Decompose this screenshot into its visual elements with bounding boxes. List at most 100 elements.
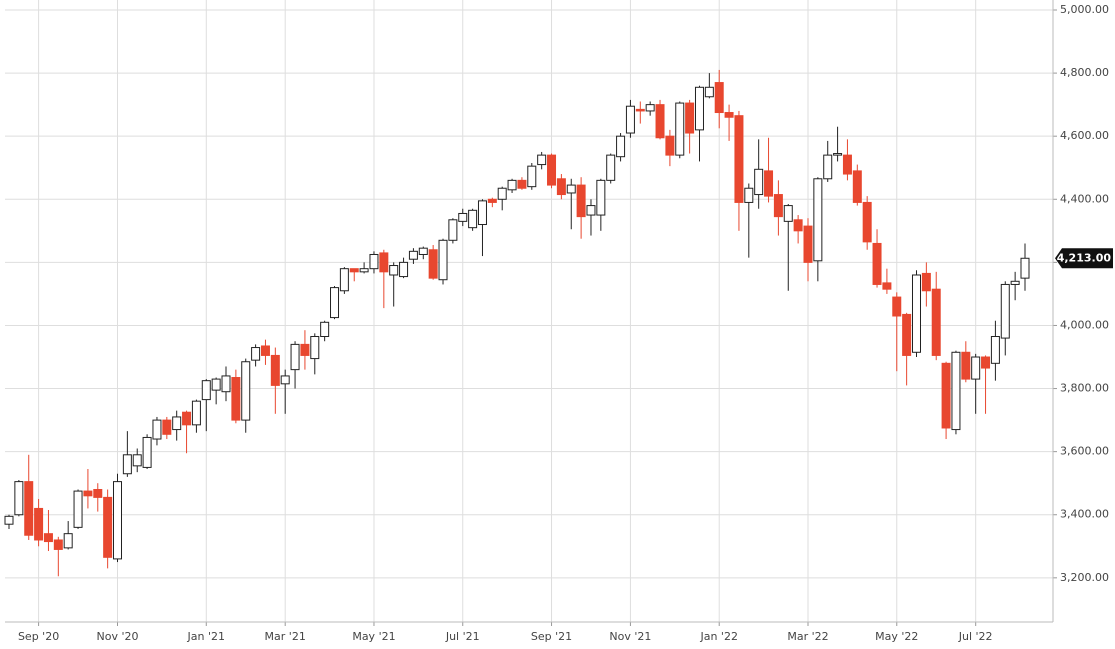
candle-body bbox=[448, 219, 458, 241]
candle-body bbox=[83, 490, 93, 497]
candle-body bbox=[487, 198, 497, 203]
candle-body bbox=[704, 86, 714, 98]
candle-body bbox=[63, 533, 73, 549]
x-tick-label: Jan '22 bbox=[699, 630, 737, 643]
candle-body bbox=[300, 343, 310, 356]
last-price-label: 4,213.00 bbox=[1057, 251, 1112, 264]
candle-body bbox=[872, 242, 882, 285]
candle-body bbox=[182, 411, 192, 426]
candle-body bbox=[418, 247, 428, 255]
candle-body bbox=[951, 351, 961, 431]
candle-body bbox=[517, 179, 527, 189]
candle-body bbox=[931, 288, 941, 356]
y-tick-label: 4,800.00 bbox=[1060, 66, 1109, 79]
candle-body bbox=[191, 400, 201, 426]
candle-body bbox=[586, 205, 596, 216]
candle-body bbox=[14, 481, 24, 516]
candle-body bbox=[1020, 257, 1030, 279]
candle-body bbox=[359, 268, 369, 273]
candle-body bbox=[280, 375, 290, 385]
x-tick-label: May '21 bbox=[352, 630, 395, 643]
y-tick-label: 4,000.00 bbox=[1060, 318, 1109, 331]
x-tick-label: Sep '21 bbox=[531, 630, 572, 643]
candle-body bbox=[724, 112, 734, 118]
candle-body bbox=[783, 205, 793, 222]
x-tick-label: Jul '21 bbox=[445, 630, 480, 643]
candle-body bbox=[270, 354, 280, 386]
candle-body bbox=[310, 336, 320, 360]
candle-body bbox=[43, 533, 53, 543]
candle-body bbox=[625, 105, 635, 134]
x-tick-label: Mar '21 bbox=[265, 630, 306, 643]
candle-body bbox=[842, 154, 852, 175]
candle-body bbox=[882, 282, 892, 290]
x-tick-label: Nov '20 bbox=[97, 630, 139, 643]
candle-body bbox=[53, 539, 63, 550]
candle-body bbox=[862, 201, 872, 243]
candle-body bbox=[645, 104, 655, 112]
candle-body bbox=[497, 187, 507, 200]
candle-body bbox=[665, 135, 675, 156]
candle-body bbox=[1000, 283, 1010, 339]
candle-body bbox=[251, 347, 261, 361]
candle-body bbox=[714, 82, 724, 114]
candle-body bbox=[290, 343, 300, 371]
candle-body bbox=[113, 481, 123, 560]
candle-body bbox=[507, 179, 517, 191]
candle-body bbox=[911, 274, 921, 353]
candle-body bbox=[122, 454, 132, 475]
candle-body bbox=[921, 272, 931, 292]
candle-body bbox=[892, 296, 902, 317]
x-tick-label: Sep '20 bbox=[18, 630, 59, 643]
candle-body bbox=[773, 194, 783, 218]
candle-body bbox=[833, 153, 843, 156]
candle-body bbox=[803, 225, 813, 263]
candle-body bbox=[793, 219, 803, 232]
candle-body bbox=[537, 154, 547, 166]
candle-body bbox=[527, 165, 537, 188]
candle-body bbox=[990, 336, 1000, 364]
candle-body bbox=[389, 265, 399, 276]
candle-body bbox=[694, 86, 704, 131]
candle-body bbox=[852, 170, 862, 203]
candle-body bbox=[675, 102, 685, 156]
x-tick-label: Jul '22 bbox=[958, 630, 993, 643]
candle-body bbox=[902, 313, 912, 356]
candle-body bbox=[132, 454, 142, 467]
candle-body bbox=[162, 419, 172, 435]
candle-body bbox=[369, 253, 379, 270]
candle-body bbox=[764, 170, 774, 197]
candle-body bbox=[260, 345, 270, 356]
candle-body bbox=[241, 361, 251, 421]
candle-body bbox=[576, 184, 586, 218]
candle-body bbox=[616, 135, 626, 158]
x-tick-label: Jan '21 bbox=[187, 630, 225, 643]
candle-body bbox=[152, 419, 162, 440]
candle-body bbox=[754, 168, 764, 196]
candle-body bbox=[438, 239, 448, 281]
x-tick-label: Mar '22 bbox=[787, 630, 828, 643]
candle-body bbox=[655, 104, 665, 139]
candle-body bbox=[408, 250, 418, 260]
y-tick-label: 3,200.00 bbox=[1060, 571, 1109, 584]
candle-body bbox=[211, 378, 221, 391]
y-tick-label: 3,600.00 bbox=[1060, 445, 1109, 458]
candle-body bbox=[93, 489, 103, 498]
candle-body bbox=[172, 416, 182, 431]
candle-body bbox=[103, 496, 113, 558]
candle-body bbox=[606, 154, 616, 181]
candle-body bbox=[73, 490, 83, 528]
candle-body bbox=[823, 154, 833, 180]
candle-body bbox=[399, 261, 409, 278]
last-price-box bbox=[1055, 248, 1113, 269]
candle-body bbox=[458, 212, 468, 222]
y-tick-label: 3,400.00 bbox=[1060, 508, 1109, 521]
candle-body bbox=[596, 179, 606, 216]
candle-body bbox=[339, 268, 349, 292]
candle-body bbox=[468, 209, 478, 229]
candle-body bbox=[4, 515, 14, 525]
candle-body bbox=[24, 481, 34, 536]
candle-body bbox=[961, 351, 971, 380]
